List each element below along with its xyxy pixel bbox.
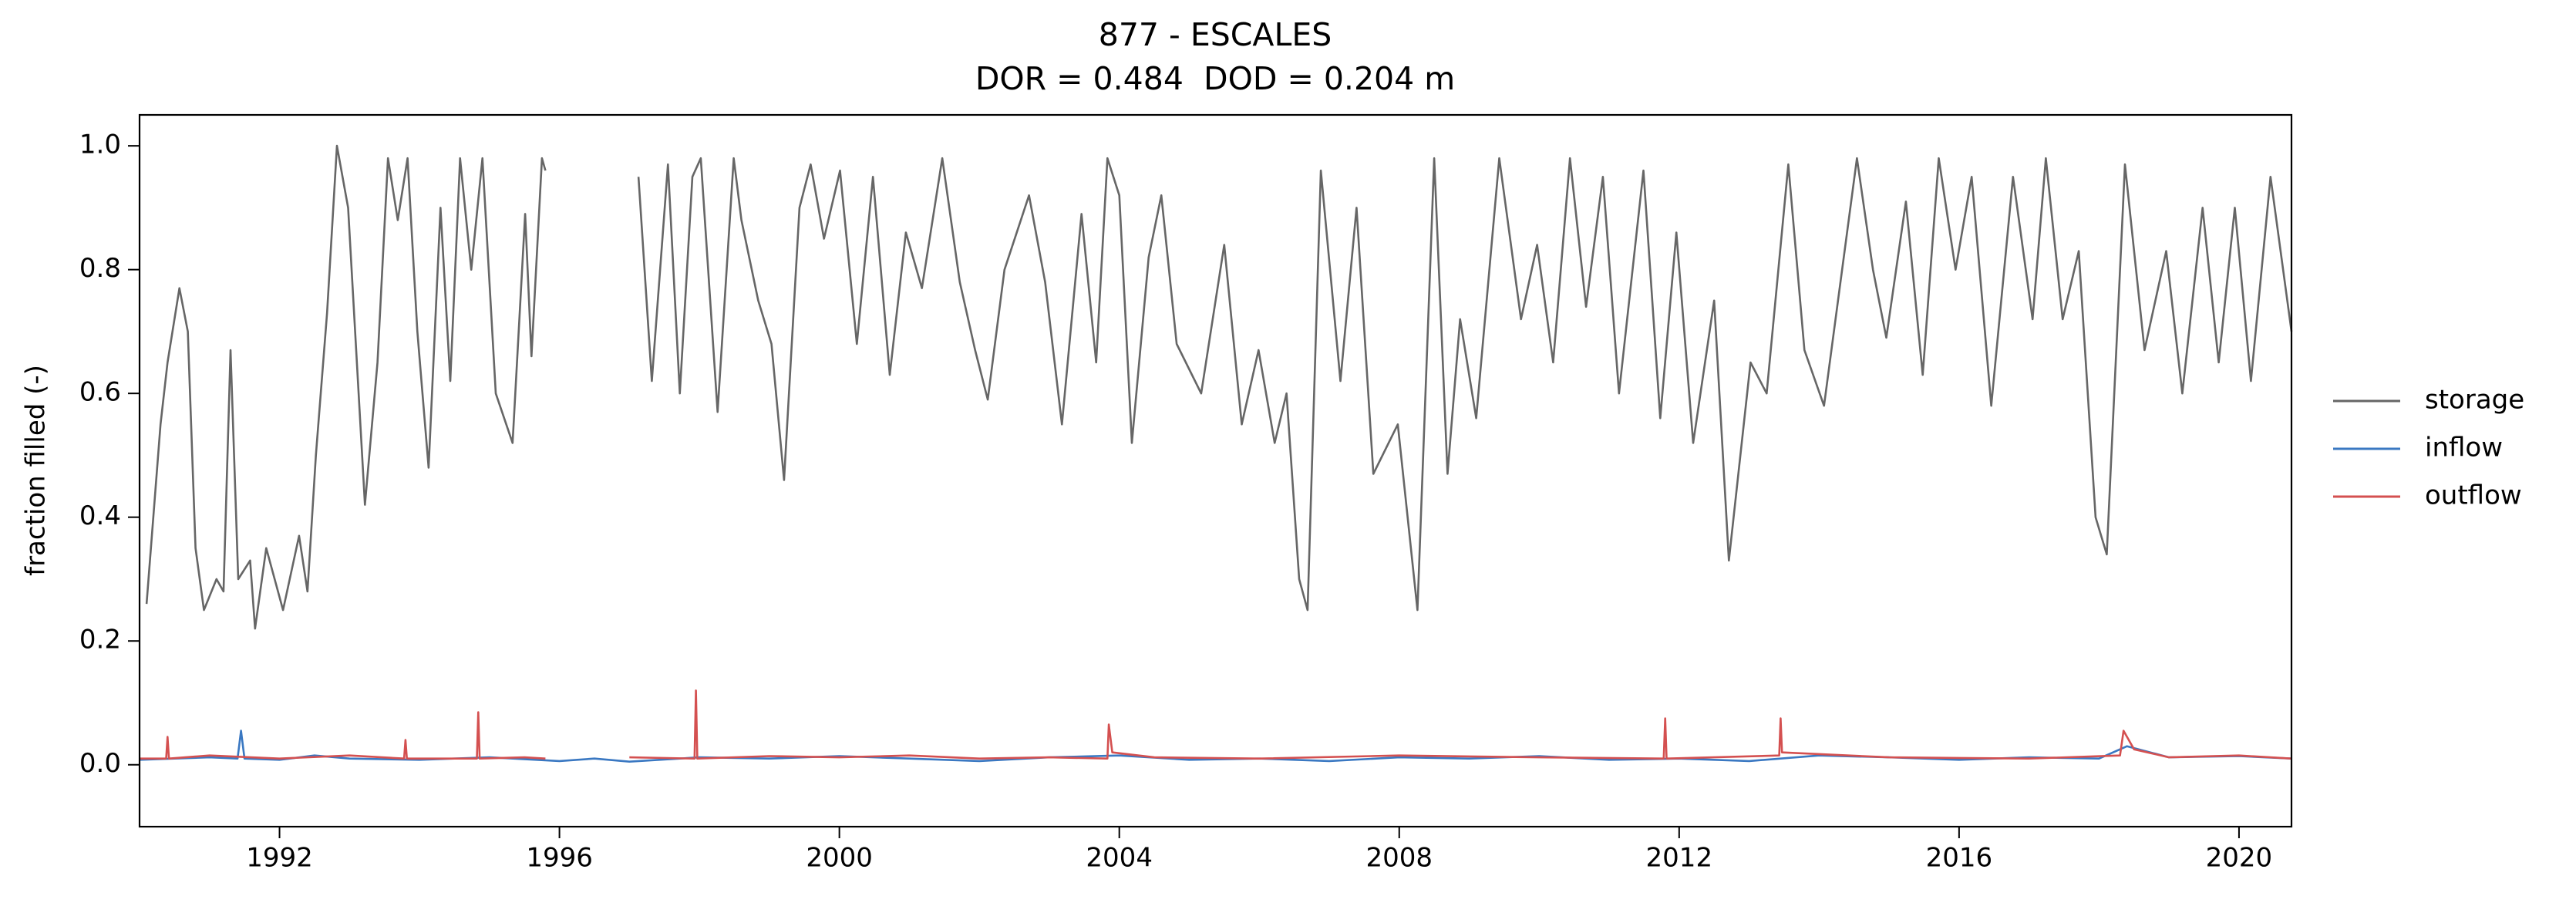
y-tick-label: 0.4 <box>79 500 121 531</box>
legend-label: storage <box>2425 385 2524 416</box>
x-tick-label: 2000 <box>806 843 873 874</box>
y-tick-label: 0.8 <box>79 253 121 284</box>
legend-label: outflow <box>2425 480 2522 511</box>
x-tick-label: 1992 <box>246 843 313 874</box>
y-tick-label: 0.0 <box>79 748 121 779</box>
plot-frame <box>138 113 2293 828</box>
chart-title: 877 - ESCALES <box>1099 16 1332 53</box>
series-line <box>140 689 2292 760</box>
series-line <box>145 144 2293 630</box>
legend-label: inflow <box>2425 433 2503 463</box>
y-tick-label: 0.2 <box>79 625 121 655</box>
x-tick-label: 2012 <box>1646 843 1713 874</box>
y-tick-label: 1.0 <box>79 130 121 160</box>
chart-subtitle: DOR = 0.484 DOD = 0.204 m <box>975 60 1455 97</box>
x-tick-label: 2008 <box>1365 843 1433 874</box>
x-tick-label: 2016 <box>1926 843 1993 874</box>
x-tick-label: 2004 <box>1086 843 1153 874</box>
y-tick-label: 0.6 <box>79 377 121 408</box>
x-tick-label: 1996 <box>526 843 593 874</box>
x-tick-label: 2020 <box>2206 843 2273 874</box>
y-axis-label: fraction filled (-) <box>21 365 52 576</box>
